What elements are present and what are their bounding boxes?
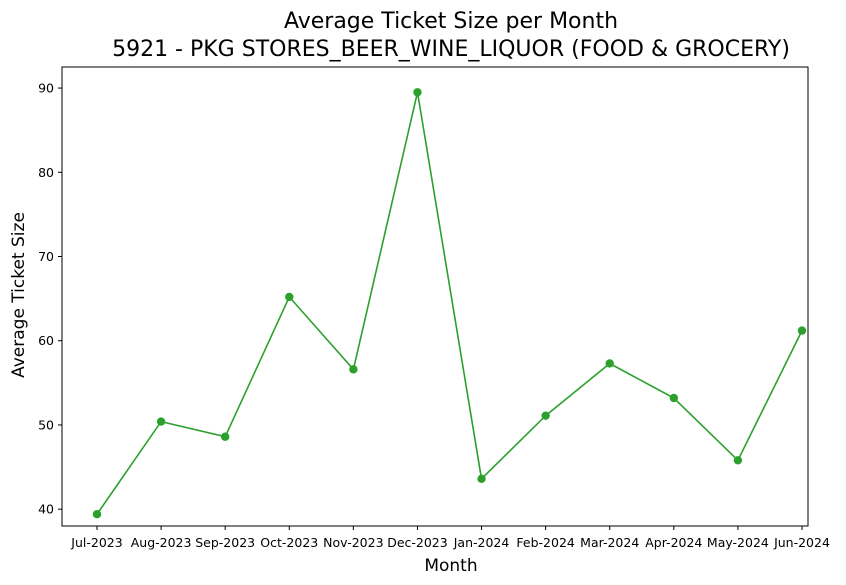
x-axis-label: Month [424,556,477,576]
data-point [413,88,422,97]
data-point [92,510,102,519]
plot-frame [61,66,809,527]
data-point [156,417,166,426]
data-point [733,456,743,465]
data-point [220,432,230,441]
data-point [669,393,679,403]
x-tick-label: Jul-2023 [70,535,122,550]
x-tick-label: Apr-2024 [645,535,702,550]
chart-title: Average Ticket Size per Month [284,9,618,34]
data-point [285,292,294,302]
x-tick-label: Feb-2024 [516,535,575,550]
y-tick-label: 90 [38,81,54,96]
data-point [605,359,614,368]
chart-subtitle: 5921 - PKG STORES_BEER_WINE_LIQUOR (FOOD… [112,37,790,62]
data-point [797,326,807,335]
x-tick-label: Dec-2023 [387,535,448,550]
x-tick-label: Oct-2023 [260,535,318,550]
data-point [349,365,358,374]
x-tick-label: Nov-2023 [323,535,383,550]
x-tick-label: Jan-2024 [453,535,510,550]
plot-area: 40 50 60 70 80 90 Jul-2023 Aug-2023 Sep-2023 Oct-… [38,66,830,550]
y-tick-label: 40 [38,502,54,517]
series-line [96,92,803,515]
y-tick-label: 60 [38,333,54,348]
y-tick-label: 80 [38,165,54,180]
data-point [477,474,486,484]
y-tick-label: 50 [38,417,54,432]
y-axis-label: Average Ticket Size [9,212,29,378]
x-tick-label: Mar-2024 [580,535,639,550]
x-tick-label: Jun-2024 [773,535,830,550]
x-tick-label: May-2024 [707,535,769,550]
y-tick-label: 70 [38,249,54,264]
x-tick-label: Sep-2023 [195,535,255,550]
x-tick-label: Aug-2023 [131,535,192,550]
data-point [541,411,550,420]
